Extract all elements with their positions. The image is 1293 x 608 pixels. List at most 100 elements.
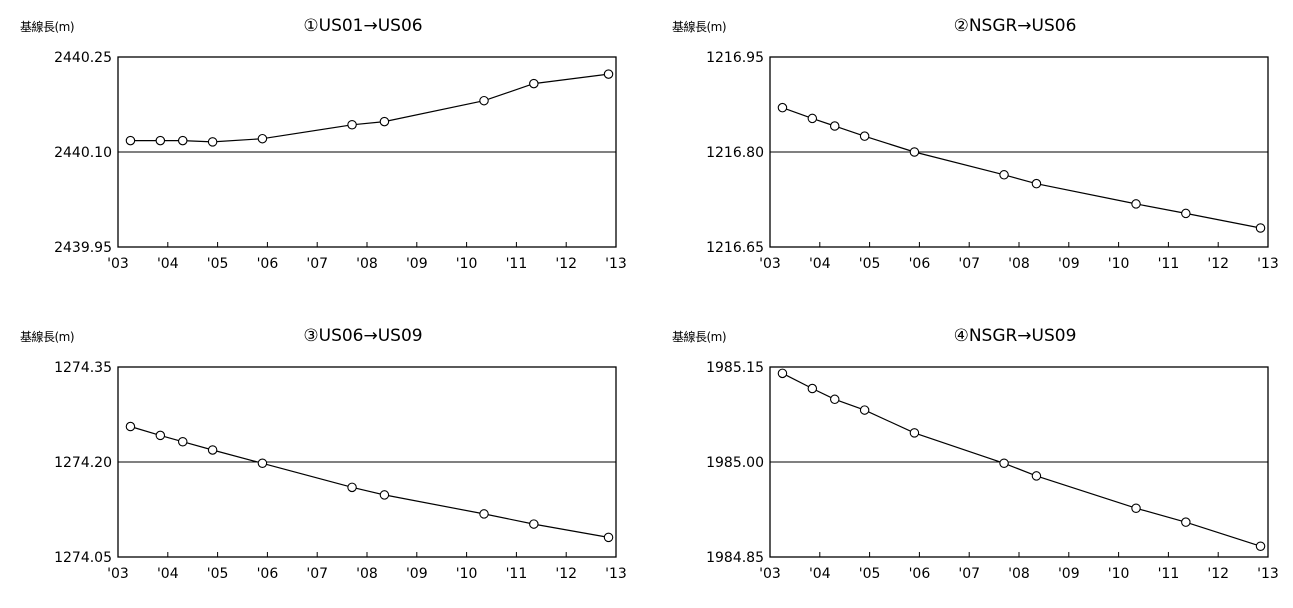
x-tick-label: '11 [1158,256,1180,272]
data-point [126,422,134,430]
x-tick-label: '03 [107,256,129,272]
data-point [208,138,216,146]
x-tick-label: '09 [406,256,428,272]
data-point [1182,209,1190,217]
x-tick-label: '11 [506,566,528,582]
data-point [179,438,187,446]
y-tick-label: 1274.35 [54,360,112,376]
data-point [1132,504,1140,512]
y-tick-label: 1985.15 [706,360,764,376]
data-point [831,395,839,403]
x-tick-label: '09 [1058,566,1080,582]
x-tick-label: '10 [1108,566,1130,582]
data-point [778,369,786,377]
x-tick-label: '07 [958,566,980,582]
data-point [910,148,918,156]
x-tick-label: '03 [759,566,781,582]
chart-plot: 2440.25 2440.10 2439.95'03 '04 '05 '06 '07 '08 '… [0,0,640,298]
data-point [348,121,356,129]
x-tick-label: '03 [107,566,129,582]
data-point [258,459,266,467]
data-point [604,70,612,78]
chart-plot: 1216.951216.801216.65'03'04'05'06'07'08 '… [652,0,1292,298]
data-point [1032,179,1040,187]
data-point [480,510,488,518]
x-tick-label: '07 [306,256,328,272]
data-point [778,103,786,111]
data-point [860,132,868,140]
x-tick-label: '05 [859,256,881,272]
x-tick-label: '12 [555,566,577,582]
chart-panel-3: 基線長(m) ③US06→US09 1274.35 1274.20 1274.05 '… [0,310,640,608]
x-tick-label: '08 [356,566,378,582]
data-point [156,431,164,439]
x-tick-label: '04 [809,566,831,582]
chart-panel-4: 基線長(m) ④NSGR→US09 1985.15 1985.00 1984.85 '… [652,310,1292,608]
chart-plot: 1274.35 1274.20 1274.05'03 '04 '05 '06 '07 '08 '… [0,310,640,608]
x-tick-label: '03 [759,256,781,272]
y-tick-label: 1985.00 [706,455,764,471]
data-point [530,79,538,87]
data-point [910,429,918,437]
chart-panel-2: 基線長(m) ②NSGR→US06 1216.95 1216.80 1216.65 '… [652,0,1292,298]
x-tick-label: '12 [555,256,577,272]
data-point [380,117,388,125]
x-tick-label: '05 [207,256,229,272]
data-point [380,491,388,499]
data-point [1000,459,1008,467]
chart-plot: 1985.15 1985.00 1984.85'03 '04 '05 '06 '07 '08 '… [652,310,1292,608]
x-tick-label: '10 [456,566,478,582]
data-point [208,446,216,454]
data-point [604,533,612,541]
x-tick-label: '13 [1257,566,1279,582]
x-tick-label: '09 [1058,256,1080,272]
data-point [1182,518,1190,526]
data-point [860,406,868,414]
x-tick-label: '13 [605,566,627,582]
x-tick-label: '06 [257,566,279,582]
x-tick-label: '12 [1207,256,1229,272]
data-point [808,384,816,392]
data-point [480,97,488,105]
y-tick-label: 1274.05 [54,550,112,566]
x-tick-label: '04 [157,256,179,272]
chart-panel-1: 基線長(m) ①US01→US06 2440.25 2440.10 2439.95 '… [0,0,640,298]
x-tick-label: '06 [257,256,279,272]
y-tick-label: 2439.95 [54,240,112,256]
data-point [179,136,187,144]
x-tick-label: '06 [909,566,931,582]
data-point [1032,472,1040,480]
x-tick-label: '13 [1257,256,1279,272]
x-tick-label: '11 [1158,566,1180,582]
y-tick-label: 1216.95 [706,50,764,66]
x-tick-label: '08 [1008,256,1030,272]
x-tick-label: '04 [157,566,179,582]
data-point [831,122,839,130]
data-point [258,135,266,143]
y-tick-label: 1216.80 [706,145,764,161]
data-point [808,114,816,122]
x-tick-label: '05 [859,566,881,582]
data-point [126,136,134,144]
x-tick-label: '10 [456,256,478,272]
data-point [156,136,164,144]
y-tick-label: 1984.85 [706,550,764,566]
x-tick-label: '12 [1207,566,1229,582]
x-tick-label: '07 [958,256,980,272]
y-tick-label: 2440.10 [54,145,112,161]
x-tick-label: '13 [605,256,627,272]
data-point [1256,224,1264,232]
x-tick-label: '10 [1108,256,1130,272]
x-tick-label: '07 [306,566,328,582]
y-tick-label: 1274.20 [54,455,112,471]
x-tick-label: '08 [1008,566,1030,582]
data-point [1000,171,1008,179]
x-tick-label: '06 [909,256,931,272]
data-point [348,483,356,491]
x-tick-label: '05 [207,566,229,582]
x-tick-label: '09 [406,566,428,582]
data-point [530,520,538,528]
y-tick-label: 1216.65 [706,240,764,256]
y-tick-label: 2440.25 [54,50,112,66]
x-tick-label: '11 [506,256,528,272]
